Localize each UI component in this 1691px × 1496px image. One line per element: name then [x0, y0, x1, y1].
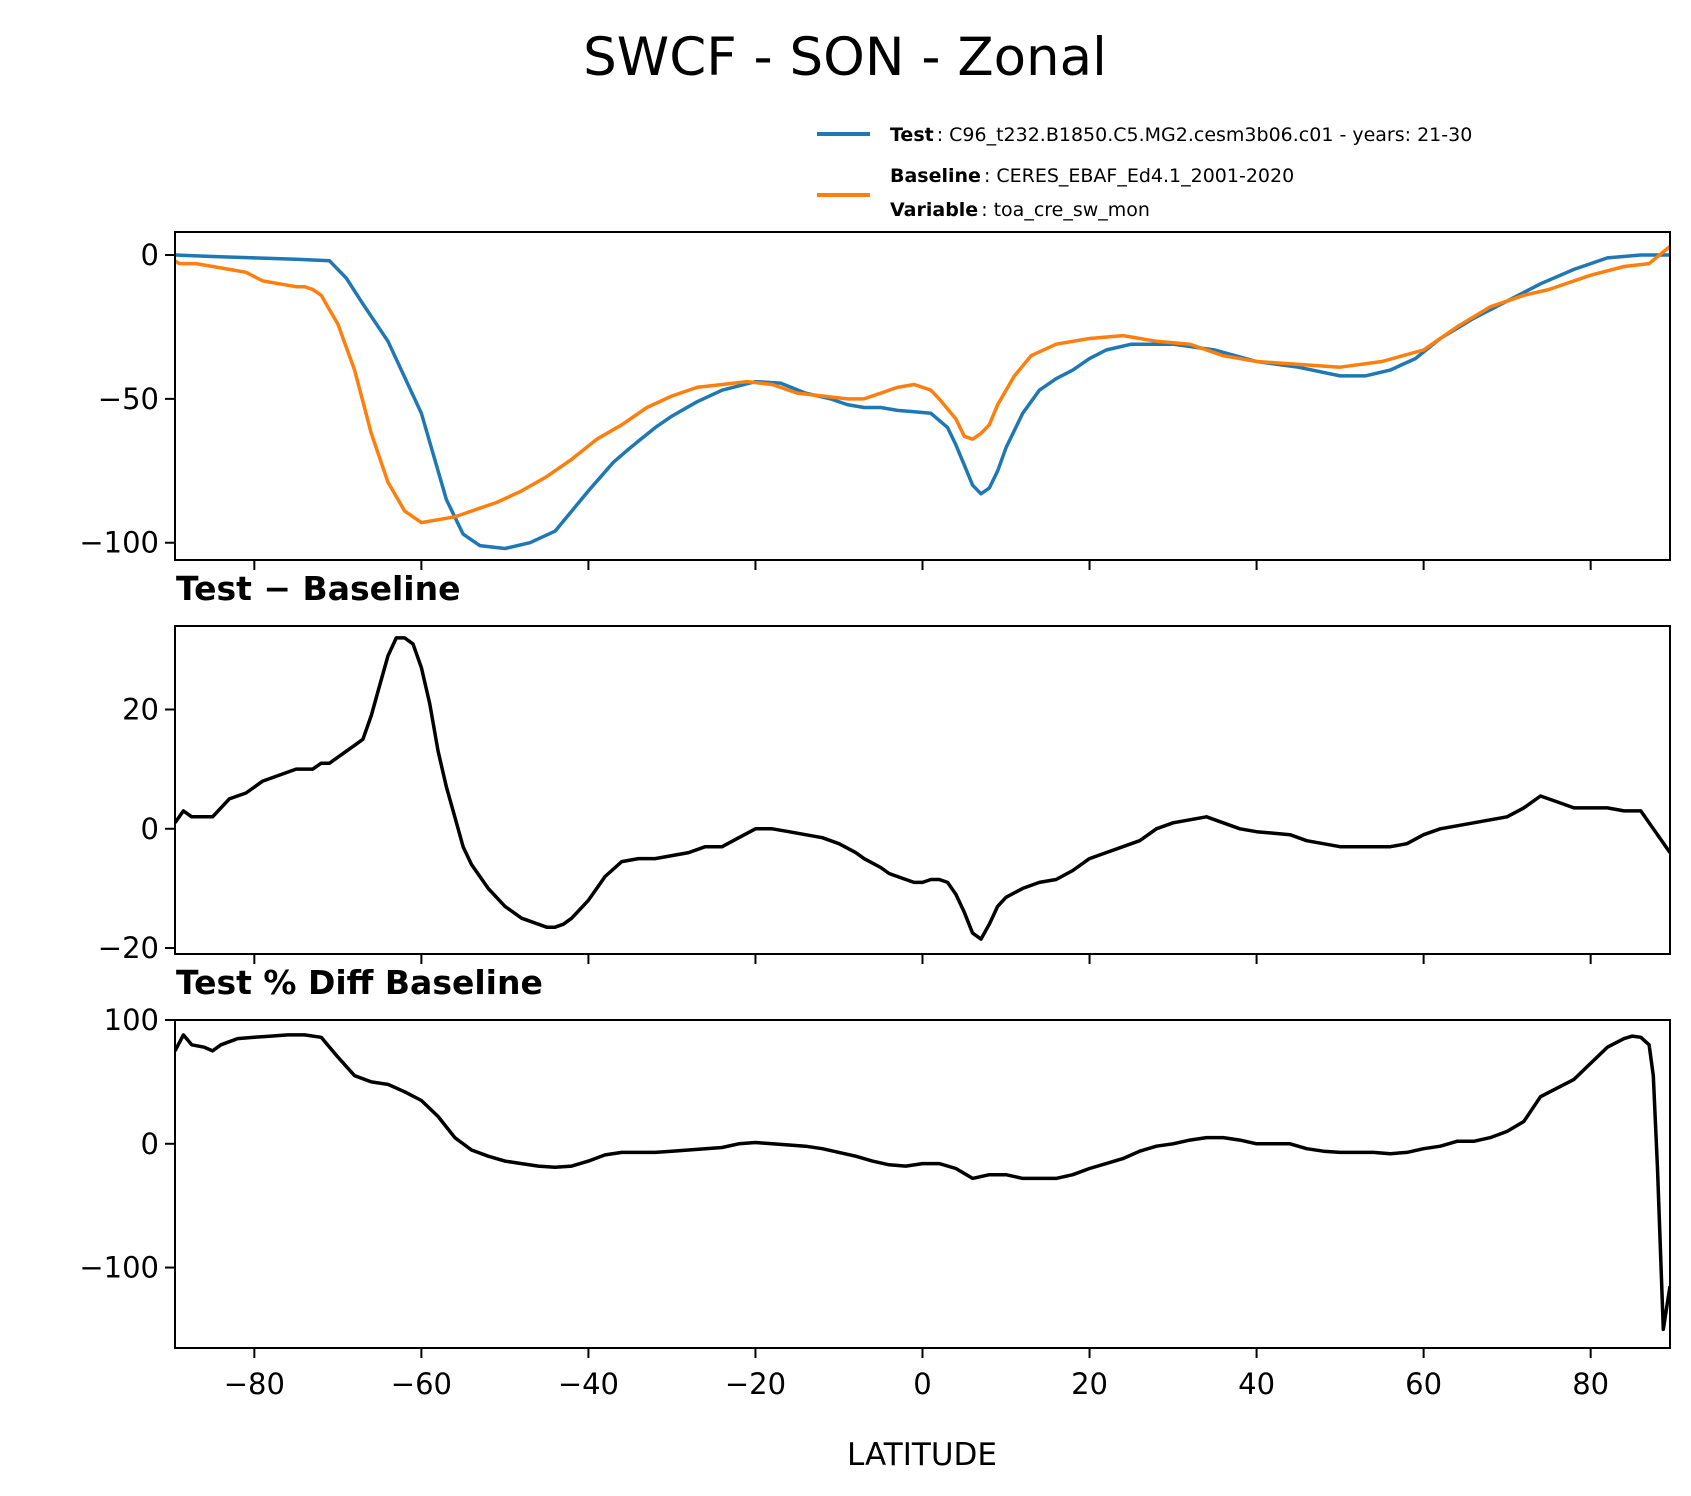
x-tick-label: −60	[391, 1367, 452, 1401]
legend-colon: :	[937, 124, 943, 146]
y-tick-label: 0	[141, 1127, 159, 1161]
x-tick-label: 0	[913, 1367, 931, 1401]
test-series-line	[175, 253, 1670, 551]
legend-variable-value: toa_cre_sw_mon	[994, 199, 1150, 221]
axes-frame	[174, 1019, 1671, 1349]
difference-series-line	[175, 1033, 1670, 1332]
axes-frame	[174, 231, 1671, 561]
legend-baseline-label: Baseline	[890, 165, 981, 187]
legend-variable-entry: Variable: toa_cre_sw_mon	[890, 199, 1150, 221]
legend: Test: C96_t232.B1850.C5.MG2.cesm3b06.c01 …	[817, 124, 1472, 221]
legend-baseline-entry: Baseline: CERES_EBAF_Ed4.1_2001-2020	[890, 165, 1294, 187]
legend-test-label: Test	[890, 124, 934, 146]
y-tick-label: −50	[98, 382, 159, 416]
chart-title: SWCF - SON - Zonal	[583, 27, 1107, 88]
x-tick-label: −80	[224, 1367, 285, 1401]
legend-colon: :	[981, 199, 987, 221]
percent-diff-panel: 100 0 −100	[79, 1003, 1671, 1358]
zonal-panel: 0 −50 −100	[79, 231, 1671, 570]
x-tick-label: 20	[1071, 1367, 1108, 1401]
y-tick-label: −20	[98, 931, 159, 965]
x-axis: −80 −60 −40 −20 0 20 40 60 80	[224, 1367, 1609, 1401]
legend-test-value: C96_t232.B1850.C5.MG2.cesm3b06.c01 - yea…	[949, 124, 1472, 146]
x-axis-label: LATITUDE	[847, 1437, 997, 1473]
baseline-series-line	[175, 245, 1670, 525]
legend-test-entry: Test: C96_t232.B1850.C5.MG2.cesm3b06.c01 …	[890, 124, 1472, 146]
y-tick-label: −100	[79, 1251, 159, 1285]
axes-frame	[174, 625, 1671, 955]
difference-panel: 20 0 −20	[98, 625, 1671, 965]
y-tick-label: 0	[141, 238, 159, 272]
difference-series-line	[175, 636, 1670, 941]
x-tick-label: 40	[1238, 1367, 1275, 1401]
pct-panel-title: Test % Diff Baseline	[176, 963, 543, 1002]
legend-colon: :	[984, 165, 990, 187]
diff-panel-title: Test − Baseline	[176, 569, 461, 608]
y-tick-label: 0	[141, 812, 159, 846]
y-tick-label: 20	[122, 692, 159, 726]
x-tick-label: −20	[725, 1367, 786, 1401]
x-tick-label: 60	[1405, 1367, 1442, 1401]
x-tick-label: 80	[1572, 1367, 1609, 1401]
legend-variable-label: Variable	[890, 199, 978, 221]
y-tick-label: −100	[79, 526, 159, 560]
y-tick-label: 100	[104, 1003, 159, 1037]
legend-baseline-value: CERES_EBAF_Ed4.1_2001-2020	[996, 165, 1294, 187]
x-tick-label: −40	[558, 1367, 619, 1401]
